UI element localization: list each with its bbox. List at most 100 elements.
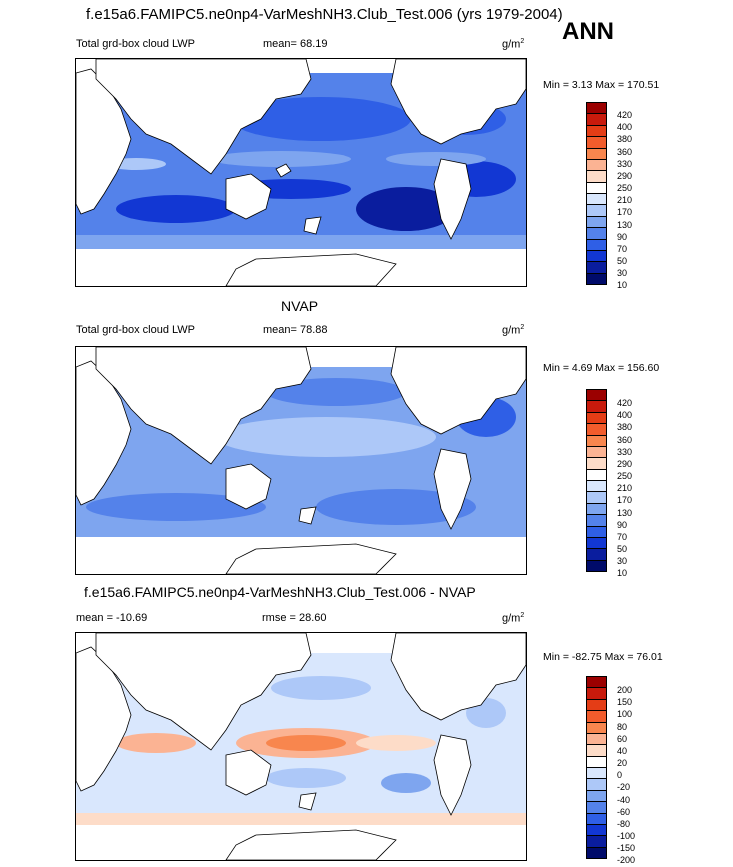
- panel1-colorbar-swatch: [587, 114, 606, 126]
- panel2-colorbar-swatch: [587, 458, 606, 470]
- panel1-colorbar-tick: 90: [617, 231, 628, 242]
- panel2-variable: Total grd-box cloud LWP: [76, 324, 196, 336]
- panel1-colorbar-swatch: [587, 228, 606, 240]
- panel2-colorbar-tick: 10: [617, 568, 628, 579]
- panel2-colorbar-tick: 420: [617, 398, 633, 408]
- panel1-colorbar-tick: 50: [617, 256, 628, 267]
- panel1-colorbar-swatch: [587, 239, 606, 251]
- panel1-colorbar-swatch: [587, 171, 606, 183]
- panel2-colorbar-tick: 50: [617, 544, 628, 555]
- panel2-colorbar-swatch: [587, 526, 606, 538]
- panel1-colorbar-swatch: [587, 194, 606, 206]
- panel2-colorbar-tick: 210: [617, 483, 633, 494]
- panel2-colorbar-tick: 290: [617, 458, 633, 469]
- panel3-colorbar-swatch: [587, 699, 606, 712]
- panel3-colorbar-tick: -60: [617, 806, 631, 817]
- panel2-title: NVAP: [281, 298, 319, 314]
- panel1-colorbar-tick: 130: [617, 219, 633, 230]
- panel2-colorbar: [586, 389, 607, 572]
- panel1-variable: Total grd-box cloud LWP: [76, 38, 196, 50]
- panel2-minmax: Min = 4.69 Max = 156.60: [543, 362, 660, 374]
- panel3-colorbar: [586, 676, 607, 859]
- panel3-colorbar-tick: 80: [617, 721, 628, 732]
- panel2-mean: mean= 78.88: [263, 324, 328, 336]
- main-title: f.e15a6.FAMIPC5.ne0np4-VarMeshNH3.Club_T…: [86, 6, 563, 23]
- panel3-map: [75, 632, 527, 861]
- panel2-colorbar-swatch: [587, 446, 606, 459]
- panel1-colorbar-swatch: [587, 137, 606, 149]
- panel3-mean: mean = -10.69: [76, 612, 148, 624]
- panel3-colorbar-swatch: [587, 768, 606, 780]
- panel1-mean: mean= 68.19: [263, 38, 328, 50]
- panel1-colorbar-swatch: [587, 125, 606, 138]
- panel3-colorbar-swatch: [587, 824, 606, 837]
- panel1-colorbar-tick: 400: [617, 122, 633, 133]
- panel3-colorbar-tick: 60: [617, 733, 628, 744]
- panel3-colorbar-swatch: [587, 790, 606, 803]
- panel3-colorbar-swatch: [587, 677, 606, 689]
- panel2-colorbar-swatch: [587, 515, 606, 527]
- panel3-colorbar-swatch: [587, 813, 606, 825]
- panel1-map: [75, 58, 527, 287]
- panel2-colorbar-swatch: [587, 549, 606, 561]
- panel3-title: f.e15a6.FAMIPC5.ne0np4-VarMeshNH3.Club_T…: [84, 584, 476, 600]
- season-label: ANN: [562, 18, 614, 45]
- panel1-colorbar-swatch: [587, 148, 606, 160]
- panel2-colorbar-tick: 130: [617, 507, 633, 518]
- panel3-colorbar-swatch: [587, 733, 606, 746]
- panel2-colorbar-swatch: [587, 390, 606, 402]
- panel3-units: g/m2: [502, 612, 525, 625]
- panel1-colorbar-tick: 10: [617, 280, 628, 291]
- panel3-colorbar-tick: 100: [617, 709, 633, 720]
- panel2-colorbar-swatch: [587, 424, 606, 436]
- panel2-colorbar-swatch: [587, 435, 606, 447]
- panel3-colorbar-swatch: [587, 711, 606, 723]
- panel2-units: g/m2: [502, 324, 525, 337]
- panel2-colorbar-swatch: [587, 492, 606, 504]
- panel3-colorbar-swatch: [587, 745, 606, 757]
- panel3-colorbar-tick: -150: [617, 843, 636, 854]
- panel1-minmax: Min = 3.13 Max = 170.51: [543, 79, 660, 91]
- panel1-colorbar-swatch: [587, 103, 606, 115]
- panel3-colorbar-swatch: [587, 802, 606, 814]
- panel2-colorbar-swatch: [587, 469, 606, 481]
- panel1-colorbar-tick: 70: [617, 243, 628, 254]
- panel1-colorbar-swatch: [587, 262, 606, 274]
- panel3-colorbar-tick: 40: [617, 745, 628, 756]
- panel3-colorbar-labels: 200 150 100 80 60 40 20 0 -20 -40 -60 -80 -100 -150 -2…: [617, 684, 635, 867]
- panel1-colorbar-tick: 290: [617, 170, 633, 181]
- panel3-colorbar-swatch: [587, 722, 606, 734]
- panel1-units: g/m2: [502, 38, 525, 51]
- panel3-colorbar-tick: 0: [617, 770, 623, 781]
- panel1-colorbar-tick: 170: [617, 207, 633, 218]
- panel3-minmax: Min = -82.75 Max = 76.01: [543, 651, 663, 663]
- panel1-colorbar: [586, 102, 607, 285]
- panel1-colorbar-swatch: [587, 159, 606, 172]
- panel2-colorbar-swatch: [587, 412, 606, 425]
- panel2-colorbar-tick: 250: [617, 471, 633, 482]
- panel1-colorbar-tick: 380: [617, 134, 633, 145]
- panel2-map: [75, 346, 527, 575]
- panel3-colorbar-tick: -200: [617, 855, 636, 866]
- panel3-colorbar-swatch: [587, 847, 606, 858]
- panel1-colorbar-tick: 250: [617, 183, 633, 194]
- panel2-colorbar-labels: 420 400 380 360 330 290 250 210 170 130 90 70 50 30 10: [617, 397, 632, 580]
- panel2-colorbar-tick: 90: [617, 519, 628, 530]
- panel2-colorbar-tick: 330: [617, 446, 633, 457]
- panel2-colorbar-swatch: [587, 560, 606, 571]
- panel2-colorbar-tick: 70: [617, 531, 628, 542]
- panel3-colorbar-tick: -40: [617, 794, 631, 805]
- panel3-colorbar-tick: -20: [617, 782, 631, 793]
- panel3-colorbar-tick: 150: [617, 697, 633, 708]
- panel1-colorbar-swatch: [587, 216, 606, 229]
- panel1-colorbar-swatch: [587, 182, 606, 194]
- panel2-colorbar-tick: 400: [617, 410, 633, 421]
- panel1-colorbar-tick: 30: [617, 268, 628, 279]
- panel2-colorbar-swatch: [587, 481, 606, 493]
- panel1-colorbar-swatch: [587, 273, 606, 284]
- panel1-colorbar-swatch: [587, 250, 606, 263]
- panel2-colorbar-swatch: [587, 503, 606, 516]
- panel3-colorbar-swatch: [587, 688, 606, 700]
- panel3-colorbar-tick: 20: [617, 758, 628, 769]
- panel2-colorbar-tick: 30: [617, 556, 628, 567]
